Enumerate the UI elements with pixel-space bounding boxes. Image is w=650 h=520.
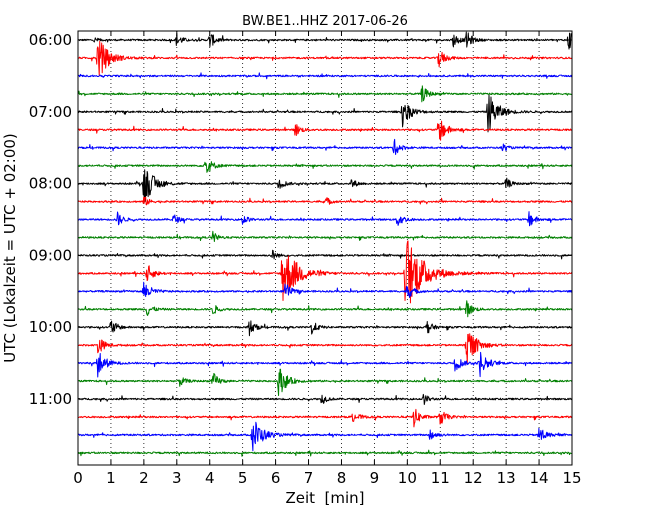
seismic-traces <box>77 31 573 457</box>
vertical-grid <box>110 31 540 465</box>
seismic-trace <box>77 120 573 141</box>
x-tick-label: 0 <box>73 469 83 487</box>
x-tick-label: 13 <box>497 469 516 487</box>
seismic-trace <box>77 211 573 227</box>
seismic-trace <box>77 40 573 77</box>
seismic-trace <box>77 300 573 318</box>
seismic-trace <box>77 230 573 243</box>
x-tick-label: 11 <box>431 469 450 487</box>
x-axis-label: Zeit [min] <box>285 489 364 507</box>
x-tick-label: 3 <box>172 469 182 487</box>
seismic-trace <box>77 333 573 365</box>
x-tick-label: 10 <box>398 469 417 487</box>
y-axis-label: UTC (Lokalzeit = UTC + 02:00) <box>1 133 19 363</box>
x-tick-label: 6 <box>271 469 281 487</box>
seismic-trace <box>77 351 573 378</box>
x-tick-label: 7 <box>304 469 314 487</box>
x-tick-label: 1 <box>106 469 116 487</box>
seismic-trace <box>77 161 573 173</box>
seismic-trace <box>77 31 573 50</box>
y-tick-label: 10:00 <box>29 318 72 336</box>
x-tick-label: 5 <box>238 469 248 487</box>
seismic-trace <box>77 72 573 80</box>
y-axis: 06:00 07:00 08:00 09:00 10:00 11:00 <box>29 31 572 408</box>
plot-frame <box>77 30 573 466</box>
y-tick-label: 06:00 <box>29 31 72 49</box>
x-tick-label: 14 <box>530 469 549 487</box>
seismic-trace <box>77 94 573 133</box>
x-tick-label: 15 <box>562 469 581 487</box>
y-tick-label: 11:00 <box>29 390 72 408</box>
seismic-trace <box>77 138 573 155</box>
x-axis: 0 1 2 3 4 5 6 7 8 9 10 11 12 13 14 15 <box>73 31 582 487</box>
seismic-trace <box>77 393 573 405</box>
seismic-trace <box>77 421 573 452</box>
seismic-trace <box>77 408 573 428</box>
y-tick-label: 07:00 <box>29 103 72 121</box>
x-tick-label: 8 <box>337 469 347 487</box>
seismic-trace <box>77 281 573 299</box>
x-tick-label: 12 <box>464 469 483 487</box>
seismic-trace <box>77 249 573 260</box>
x-tick-label: 4 <box>205 469 215 487</box>
seismic-trace <box>77 320 573 337</box>
x-tick-label: 2 <box>139 469 149 487</box>
chart-title: BW.BE1..HHZ 2017-06-26 <box>242 14 408 29</box>
seismic-trace <box>77 196 573 206</box>
seismic-trace <box>77 169 573 203</box>
seismic-trace <box>77 449 573 457</box>
seismic-trace <box>77 85 573 103</box>
y-tick-label: 09:00 <box>29 246 72 264</box>
seismic-trace <box>77 368 573 397</box>
y-tick-label: 08:00 <box>29 175 72 193</box>
x-tick-label: 9 <box>370 469 380 487</box>
seismic-trace <box>77 240 573 304</box>
